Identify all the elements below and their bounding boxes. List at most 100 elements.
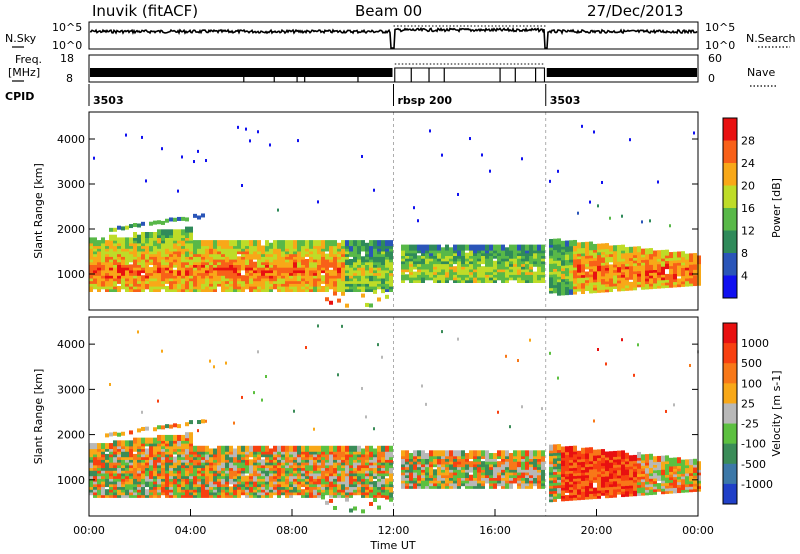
data-cell (277, 467, 281, 474)
data-cell (113, 227, 117, 232)
data-cell (177, 250, 181, 257)
cpid-segment-label: 3503 (550, 94, 581, 107)
data-cell (649, 461, 653, 468)
data-cell (421, 244, 425, 251)
data-cell (205, 419, 207, 423)
data-cell (237, 256, 241, 263)
data-cell (157, 220, 161, 225)
colorbar-tick-label: 20 (741, 180, 755, 193)
data-cell (477, 268, 481, 275)
data-cell (441, 247, 445, 254)
y-tick-label: 4000 (57, 133, 85, 146)
data-cell (245, 459, 249, 466)
data-cell (137, 275, 141, 282)
data-cell (421, 263, 425, 270)
data-cell (125, 133, 127, 137)
data-cell (333, 467, 337, 474)
data-cell (665, 409, 667, 413)
data-cell (533, 472, 537, 479)
data-cell (525, 244, 529, 251)
data-cell (225, 462, 229, 469)
y-tick-label: 1000 (57, 474, 85, 487)
data-cell (133, 478, 137, 485)
data-cell (361, 467, 365, 474)
data-cell (165, 218, 169, 223)
data-cell (577, 247, 581, 254)
data-cell (645, 248, 649, 255)
data-cell (441, 263, 445, 270)
data-cell (221, 445, 225, 452)
data-cell (373, 188, 375, 192)
data-cell (449, 268, 453, 275)
data-cell (153, 427, 157, 432)
data-cell (105, 464, 109, 471)
data-cell (389, 486, 393, 493)
data-cell (105, 489, 109, 496)
data-cell (593, 468, 597, 475)
data-cell (633, 454, 637, 461)
data-cell (321, 445, 325, 452)
data-cell (197, 240, 201, 247)
data-cell (557, 287, 561, 294)
data-cell (441, 450, 445, 457)
data-cell (153, 220, 157, 225)
data-cell (417, 469, 421, 476)
data-cell (693, 131, 695, 135)
data-cell (349, 259, 353, 265)
data-cell (241, 275, 245, 282)
data-cell (305, 269, 309, 276)
nsearch-bottom-tick: 10^0 (705, 39, 735, 52)
data-cell (289, 240, 293, 247)
data-cell (105, 280, 109, 287)
data-cell (429, 450, 433, 457)
data-cell (325, 500, 329, 505)
data-cell (349, 240, 353, 247)
station-title: Inuvik (fitACF) (92, 2, 198, 20)
data-cell (181, 434, 185, 441)
data-cell (389, 240, 393, 247)
data-cell (357, 240, 361, 247)
data-cell (345, 453, 349, 460)
data-cell (469, 461, 473, 468)
data-cell (113, 456, 117, 463)
data-cell (113, 259, 117, 265)
nsky-top-tick: 10^5 (52, 21, 82, 34)
nsky-trace (89, 25, 698, 49)
data-cell (621, 244, 625, 251)
nsky-line (89, 26, 698, 49)
colorbar-swatch (723, 140, 737, 164)
data-cell (269, 143, 271, 147)
data-cell (609, 245, 613, 252)
data-cell (377, 445, 381, 452)
data-cell (121, 451, 125, 458)
data-cell (513, 450, 517, 457)
data-cell (665, 455, 669, 462)
data-cell (501, 480, 505, 487)
data-cell (689, 459, 693, 466)
data-cell (165, 424, 169, 429)
data-cell (501, 244, 505, 251)
data-cell (581, 263, 585, 270)
data-cell (201, 240, 205, 247)
colorbar-tick-label: 16 (741, 202, 755, 215)
data-cell (149, 464, 153, 471)
data-cell (169, 424, 173, 429)
data-cell (229, 478, 233, 485)
data-cell (573, 269, 577, 276)
data-cell (229, 240, 233, 247)
data-cell (405, 450, 409, 457)
data-cell (217, 451, 221, 458)
data-cell (569, 245, 573, 252)
data-cell (525, 463, 529, 470)
data-cell (557, 492, 561, 499)
data-cell (173, 269, 177, 276)
colorbar-frame (722, 117, 738, 299)
data-cell (645, 454, 649, 461)
data-cell (689, 363, 691, 367)
data-cell (649, 248, 653, 255)
data-cell (665, 273, 669, 280)
data-cell (361, 240, 365, 247)
data-cell (521, 244, 525, 251)
data-cell (121, 277, 125, 284)
data-cell (445, 266, 449, 273)
